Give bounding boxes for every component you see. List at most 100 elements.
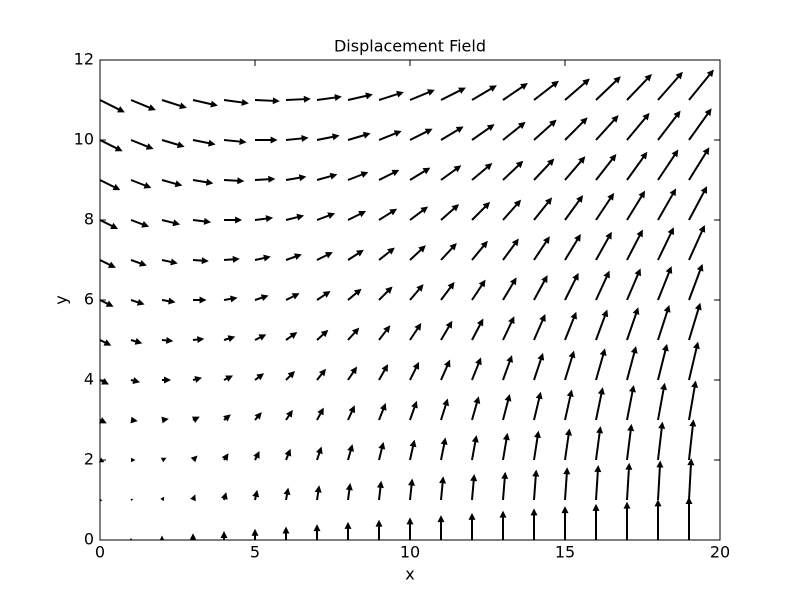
arrow bbox=[378, 325, 391, 341]
arrow bbox=[285, 253, 302, 261]
arrow bbox=[502, 277, 517, 301]
arrow bbox=[192, 336, 205, 344]
arrow bbox=[223, 414, 231, 422]
arrow bbox=[688, 186, 708, 221]
arrow bbox=[440, 243, 457, 261]
arrow bbox=[316, 252, 333, 261]
arrow bbox=[409, 167, 431, 181]
arrow bbox=[378, 286, 393, 301]
arrow bbox=[564, 195, 584, 221]
arrow bbox=[161, 336, 174, 344]
arrow bbox=[440, 126, 464, 141]
arrow bbox=[99, 299, 114, 307]
arrow bbox=[657, 110, 681, 141]
arrow bbox=[161, 258, 178, 266]
arrow bbox=[192, 257, 209, 265]
y-tick-label: 10 bbox=[74, 130, 94, 149]
arrow bbox=[626, 151, 648, 181]
arrow bbox=[130, 377, 141, 384]
arrow bbox=[437, 515, 445, 540]
arrow bbox=[657, 266, 673, 301]
y-axis-label: y bbox=[52, 295, 71, 304]
arrow bbox=[471, 124, 495, 141]
arrow bbox=[595, 387, 605, 421]
y-tick-label: 12 bbox=[74, 50, 94, 69]
arrow bbox=[440, 320, 453, 341]
arrow bbox=[347, 171, 369, 181]
arrow bbox=[192, 139, 216, 147]
arrow bbox=[161, 139, 185, 149]
arrow bbox=[409, 89, 435, 101]
arrow bbox=[623, 501, 631, 540]
arrow bbox=[193, 296, 207, 304]
arrow bbox=[657, 188, 677, 221]
arrow bbox=[285, 293, 300, 301]
arrow bbox=[502, 121, 526, 141]
arrow bbox=[378, 90, 404, 101]
arrow bbox=[626, 112, 650, 141]
arrow bbox=[347, 288, 362, 301]
arrow bbox=[254, 373, 265, 381]
arrow bbox=[471, 201, 491, 221]
arrow bbox=[223, 375, 234, 382]
arrow bbox=[98, 417, 107, 424]
arrow bbox=[595, 192, 615, 221]
arrow bbox=[564, 117, 588, 141]
arrow bbox=[224, 216, 243, 224]
chart-title: Displacement Field bbox=[334, 37, 486, 56]
x-tick-label: 20 bbox=[710, 543, 730, 562]
arrow bbox=[533, 197, 553, 221]
arrow bbox=[99, 179, 121, 191]
arrow bbox=[502, 316, 515, 341]
arrow bbox=[347, 131, 371, 141]
arrow bbox=[625, 462, 633, 501]
arrow bbox=[594, 464, 602, 501]
arrow bbox=[626, 74, 652, 101]
arrow bbox=[190, 494, 196, 502]
arrow bbox=[533, 158, 555, 181]
arrow bbox=[688, 147, 710, 181]
arrow bbox=[255, 136, 278, 144]
arrow bbox=[468, 512, 476, 540]
arrow bbox=[502, 355, 513, 381]
arrow bbox=[347, 327, 360, 341]
x-axis-label: x bbox=[405, 565, 414, 584]
arrow bbox=[129, 537, 133, 540]
arrow bbox=[192, 99, 218, 108]
arrow bbox=[564, 350, 576, 381]
arrow bbox=[657, 343, 669, 381]
arrow bbox=[440, 87, 466, 101]
arrow bbox=[347, 366, 358, 381]
arrow bbox=[378, 364, 389, 381]
arrow bbox=[223, 177, 245, 185]
arrow bbox=[316, 407, 324, 421]
arrow bbox=[530, 508, 538, 540]
arrow bbox=[285, 332, 298, 341]
arrow bbox=[688, 419, 697, 461]
arrow bbox=[192, 178, 214, 186]
arrow bbox=[595, 76, 621, 101]
arrow bbox=[501, 471, 509, 501]
arrow bbox=[316, 290, 331, 301]
arrow bbox=[626, 346, 638, 381]
arrow bbox=[502, 238, 519, 261]
arrow bbox=[626, 268, 642, 301]
arrow bbox=[626, 307, 640, 341]
arrow bbox=[471, 357, 482, 381]
arrow bbox=[316, 172, 338, 181]
arrow bbox=[345, 483, 353, 501]
arrow bbox=[161, 297, 176, 305]
arrow bbox=[533, 119, 557, 141]
arrow bbox=[315, 446, 323, 461]
arrow bbox=[564, 156, 586, 181]
arrow bbox=[564, 78, 590, 101]
arrow bbox=[284, 448, 292, 461]
x-tick-label: 0 bbox=[95, 543, 105, 562]
arrow bbox=[533, 352, 545, 381]
arrow bbox=[657, 71, 683, 101]
arrow bbox=[254, 175, 276, 183]
arrow bbox=[99, 259, 116, 268]
arrow bbox=[161, 99, 187, 110]
